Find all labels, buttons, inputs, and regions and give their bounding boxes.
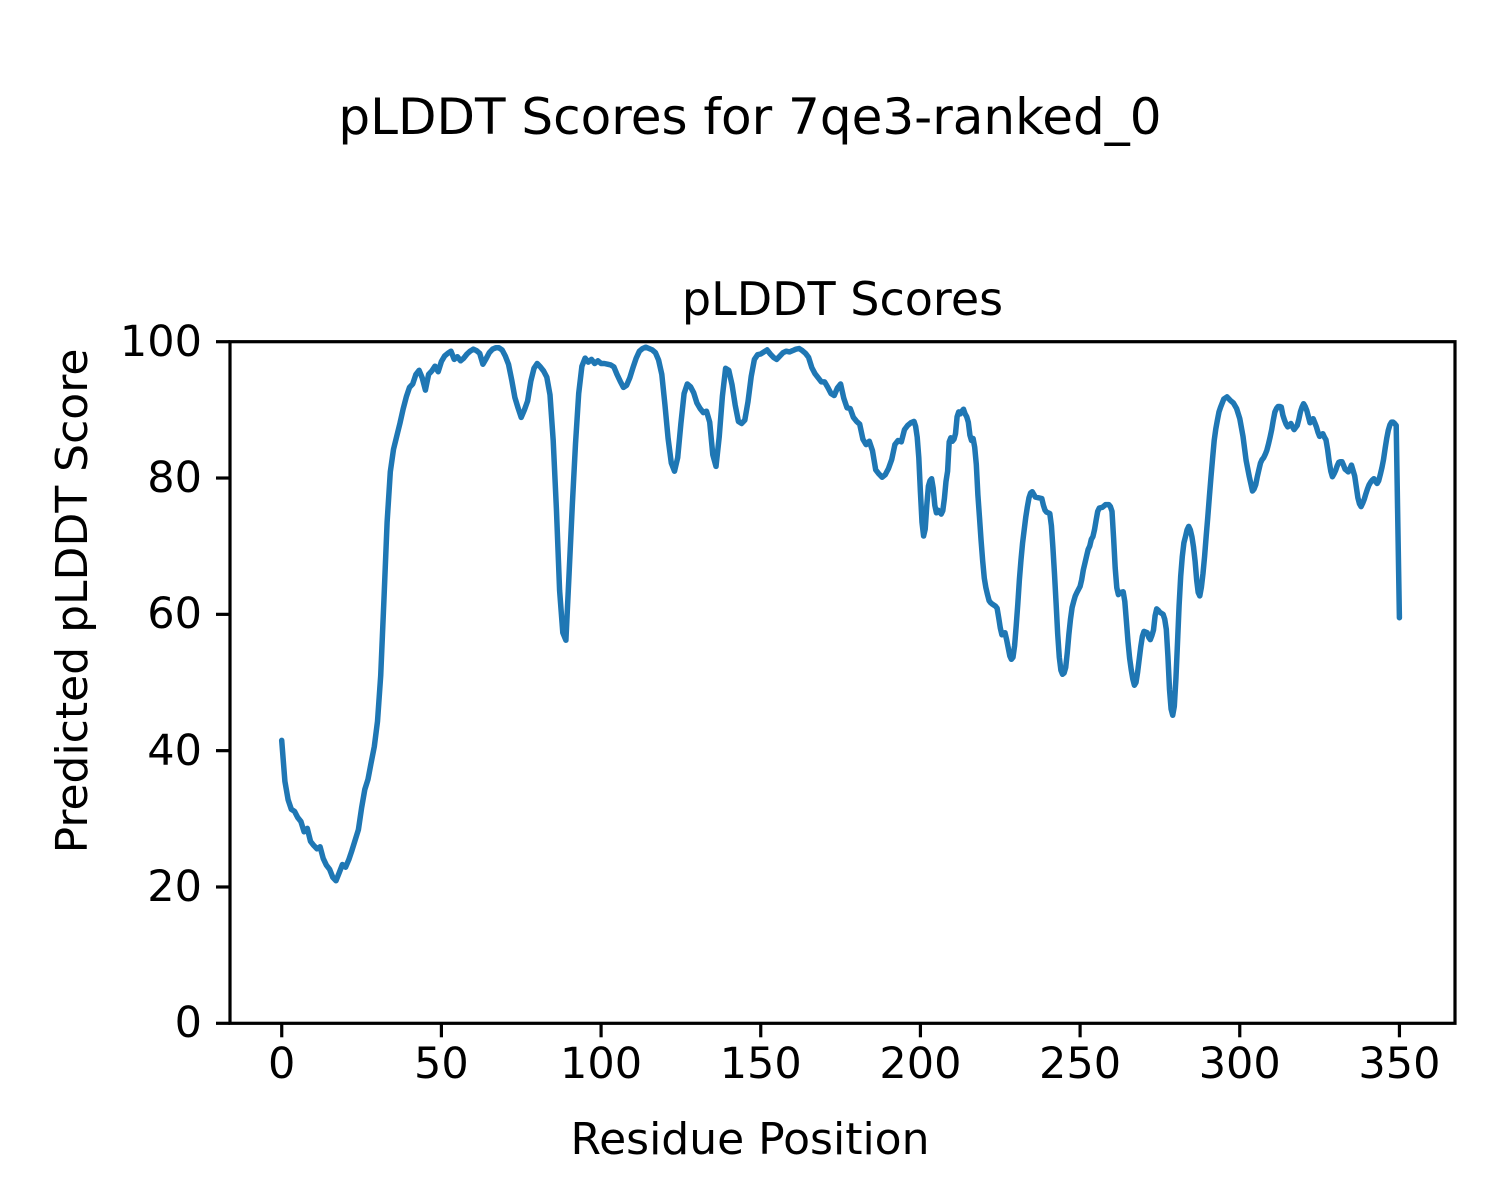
x-tick-label: 200: [879, 1039, 962, 1089]
y-tick-label: 40: [147, 725, 202, 776]
axes-border: [228, 340, 1457, 1025]
plddt-line: [278, 344, 1403, 884]
x-axis-label: Residue Position: [570, 1114, 930, 1165]
x-tick-label: 100: [560, 1039, 643, 1089]
figure-suptitle: pLDDT Scores for 7qe3-ranked_0: [338, 88, 1162, 146]
x-tick-label: 150: [719, 1039, 802, 1089]
tick-marks: [216, 340, 1402, 1038]
y-axis-label: Predicted pLDDT Score: [47, 348, 98, 854]
x-tick-label: 300: [1198, 1039, 1281, 1089]
x-tick-label: 0: [268, 1039, 296, 1089]
x-tick-label: 250: [1039, 1039, 1122, 1089]
y-tick-label: 60: [147, 589, 202, 640]
x-tick-label: 50: [414, 1039, 469, 1089]
axes-title: pLDDT Scores: [681, 272, 1004, 326]
y-tick-label: 20: [147, 861, 202, 912]
y-tick-label: 0: [174, 998, 202, 1049]
y-tick-label: 80: [147, 453, 202, 504]
x-tick-label: 350: [1358, 1039, 1441, 1089]
y-tick-label: 100: [119, 316, 202, 367]
